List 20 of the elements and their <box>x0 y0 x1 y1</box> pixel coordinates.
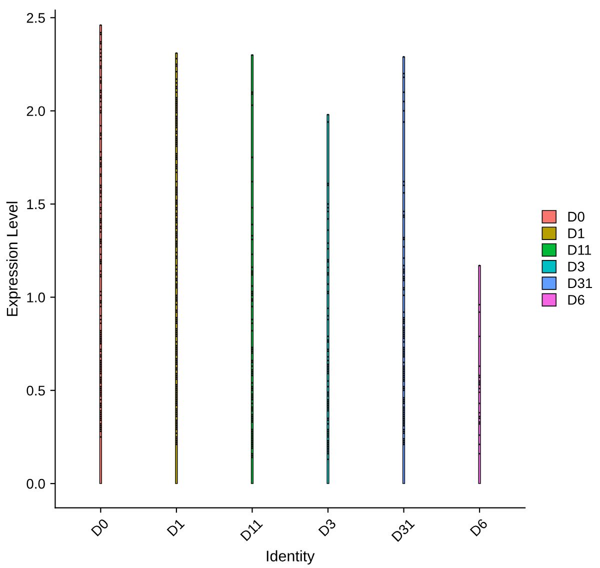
x-tick-label: D1 <box>166 518 185 536</box>
y-tick-label: 1.5 <box>27 200 45 210</box>
legend-label: D0 <box>568 212 584 222</box>
y-axis-title: Expression Level <box>6 202 21 316</box>
x-tick-label: D11 <box>240 518 263 542</box>
legend-label: D3 <box>568 262 584 272</box>
y-tick-label: 0.0 <box>26 478 45 489</box>
y-tick-label: 2.0 <box>26 106 45 116</box>
y-tick-label: 1.0 <box>27 292 45 302</box>
legend-label: D31 <box>568 278 592 288</box>
x-tick-label: D3 <box>318 518 336 536</box>
x-tick-label: D6 <box>470 518 488 536</box>
legend-label: D1 <box>568 228 584 238</box>
x-tick-label: D0 <box>90 518 110 536</box>
legend-label: D11 <box>568 245 591 255</box>
x-tick-label: D31 <box>391 518 415 542</box>
legend-label: D6 <box>568 294 584 305</box>
y-tick-label: 2.5 <box>26 13 45 23</box>
y-tick-label: 0.5 <box>26 386 45 396</box>
x-axis-title: Identity <box>266 550 315 564</box>
